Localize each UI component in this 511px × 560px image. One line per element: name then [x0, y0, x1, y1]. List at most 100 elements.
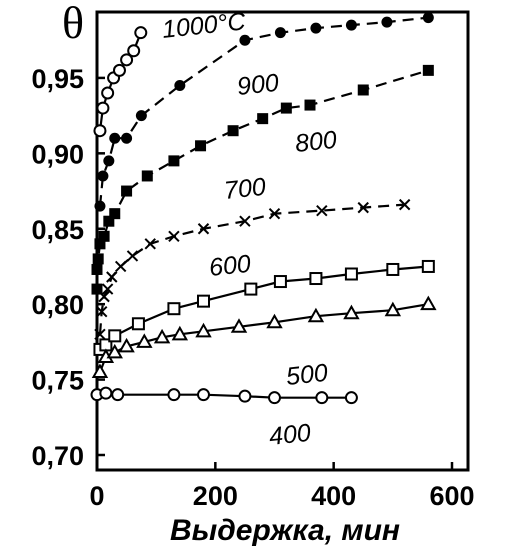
data-point [96, 101, 110, 115]
series-2: 800 [91, 64, 434, 295]
data-point [168, 155, 180, 167]
data-point [227, 125, 239, 137]
data-point [99, 386, 113, 400]
y-tick-label: 0,70 [31, 441, 84, 471]
data-point [244, 282, 258, 296]
data-point [398, 198, 411, 211]
series-label: 900 [236, 69, 281, 101]
x-tick-label: 0 [89, 481, 104, 511]
data-point [304, 99, 316, 111]
data-point [239, 34, 251, 46]
data-point [420, 295, 437, 311]
data-point [92, 253, 104, 265]
data-point [195, 140, 207, 152]
data-point [422, 64, 434, 76]
y-tick-label: 0,90 [31, 139, 84, 169]
data-point [310, 22, 322, 34]
data-point [136, 333, 153, 348]
data-point [280, 102, 292, 114]
series-3: 700 [94, 173, 411, 341]
data-point [386, 262, 400, 276]
data-point [345, 19, 357, 31]
series-label: 500 [285, 359, 330, 391]
data-point [91, 263, 103, 275]
data-point [109, 208, 121, 220]
data-point [422, 12, 434, 24]
data-point [135, 110, 147, 122]
x-axis-ticks: 0 200 400 600 [89, 462, 475, 511]
y-tick-label: 0,95 [31, 64, 84, 94]
series-line [98, 303, 429, 373]
y-tick-label: 0,85 [31, 215, 84, 245]
data-point [106, 343, 123, 359]
data-point [106, 271, 118, 283]
data-point [174, 79, 186, 91]
series-line [99, 265, 429, 351]
data-point [315, 391, 329, 405]
data-point [309, 272, 323, 286]
y-axis-ticks: 0,70 0,75 0,80 0,85 0,90 0,95 [31, 64, 105, 471]
series-label: 600 [208, 250, 253, 282]
data-point [381, 16, 393, 28]
data-point [257, 113, 269, 125]
data-point [98, 230, 110, 242]
data-point [230, 318, 248, 333]
data-point [101, 283, 114, 295]
data-point [344, 391, 358, 405]
data-point [238, 389, 252, 403]
x-tick-label: 600 [429, 481, 474, 511]
series-line [98, 203, 405, 335]
data-point [98, 290, 110, 303]
data-point [91, 363, 109, 379]
data-point [103, 215, 115, 227]
series-label: 700 [223, 173, 268, 205]
data-point [357, 84, 369, 96]
data-point [118, 337, 135, 353]
data-point [344, 267, 358, 281]
series-label: 400 [268, 419, 313, 451]
data-point [195, 322, 212, 338]
data-point [91, 283, 103, 295]
series-1: 900 [94, 12, 434, 212]
data-point [168, 230, 180, 242]
data-point [114, 260, 127, 273]
data-point [103, 155, 115, 167]
data-point [101, 86, 115, 100]
data-point [120, 53, 134, 67]
data-point [121, 132, 133, 144]
data-point [134, 26, 148, 40]
data-point [108, 329, 122, 343]
data-point [343, 304, 360, 320]
data-point [127, 44, 141, 58]
data-point [94, 328, 106, 341]
data-point [307, 307, 325, 323]
data-point [167, 302, 181, 316]
data-point [144, 238, 156, 250]
data-point [153, 328, 171, 344]
data-point [131, 317, 145, 331]
series-0: 1000°C [93, 7, 248, 138]
data-point [197, 388, 210, 402]
data-point [273, 275, 287, 289]
data-point [268, 207, 281, 220]
data-point [384, 301, 402, 317]
data-point [266, 313, 283, 329]
series-5: 500 [91, 295, 437, 391]
data-point [94, 238, 106, 250]
data-point [141, 170, 153, 182]
series-line [96, 392, 352, 399]
data-point [121, 185, 133, 197]
data-point [239, 215, 251, 227]
data-point [197, 294, 210, 308]
x-tick-label: 400 [311, 481, 356, 511]
series-6: 400 [90, 386, 358, 451]
data-point [421, 259, 435, 273]
y-tick-label: 0,80 [31, 290, 84, 320]
data-point [197, 223, 210, 235]
x-axis-title: Выдержка, мин [170, 514, 400, 547]
data-point [96, 306, 108, 318]
data-point [97, 170, 109, 182]
y-tick-label: 0,75 [31, 366, 84, 396]
